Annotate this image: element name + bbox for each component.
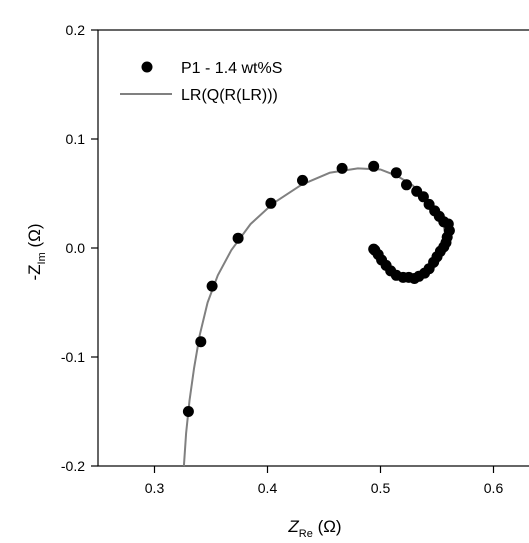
series-layer: [182, 160, 455, 467]
x-axis-label: ZRe (Ω): [287, 517, 341, 540]
data-point: [368, 243, 380, 255]
data-point: [336, 162, 348, 174]
y-axis-label: -ZIm (Ω): [25, 223, 48, 280]
data-point: [417, 191, 429, 203]
x-tick-label: 0.5: [371, 480, 391, 496]
y-axis-label-sub: Im: [36, 252, 48, 264]
y-tick-label: -0.2: [61, 458, 85, 474]
data-point: [265, 197, 277, 209]
y-axis-label-unit: (Ω): [25, 223, 44, 252]
legend-label-fit: LR(Q(R(LR))): [181, 87, 278, 104]
x-tick-label: 0.6: [484, 480, 504, 496]
x-tick-label: 0.4: [258, 480, 278, 496]
data-point: [401, 179, 412, 191]
y-tick-label: 0.2: [66, 22, 86, 38]
legend: P1 - 1.4 wt%S LR(Q(R(LR))): [120, 60, 282, 104]
plot-frame: [97, 29, 529, 467]
y-axis-label-prefix: -Z: [25, 264, 44, 280]
ticks-layer: 0.3 0.4 0.5 0.6 -0.2 -0.1 0.0 0.1 0.2: [61, 22, 504, 496]
legend-label-data: P1 - 1.4 wt%S: [181, 60, 282, 77]
data-point: [206, 280, 218, 292]
legend-marker-icon: [141, 61, 153, 73]
y-tick-label: 0.0: [66, 240, 86, 256]
y-tick-label: -0.1: [61, 349, 85, 365]
data-point: [368, 160, 380, 172]
plot-area: [97, 29, 529, 467]
data-point: [297, 174, 308, 186]
x-axis-label-unit: (Ω): [313, 517, 342, 536]
data-point: [182, 406, 194, 417]
data-point: [195, 336, 207, 348]
x-axis-label-sub: Re: [299, 528, 313, 540]
y-tick-label: 0.1: [66, 131, 86, 147]
data-point: [390, 167, 402, 179]
x-axis-label-main: Z: [287, 517, 299, 536]
fit-line: [182, 167, 447, 467]
x-tick-label: 0.3: [145, 480, 165, 496]
data-point: [232, 232, 244, 244]
